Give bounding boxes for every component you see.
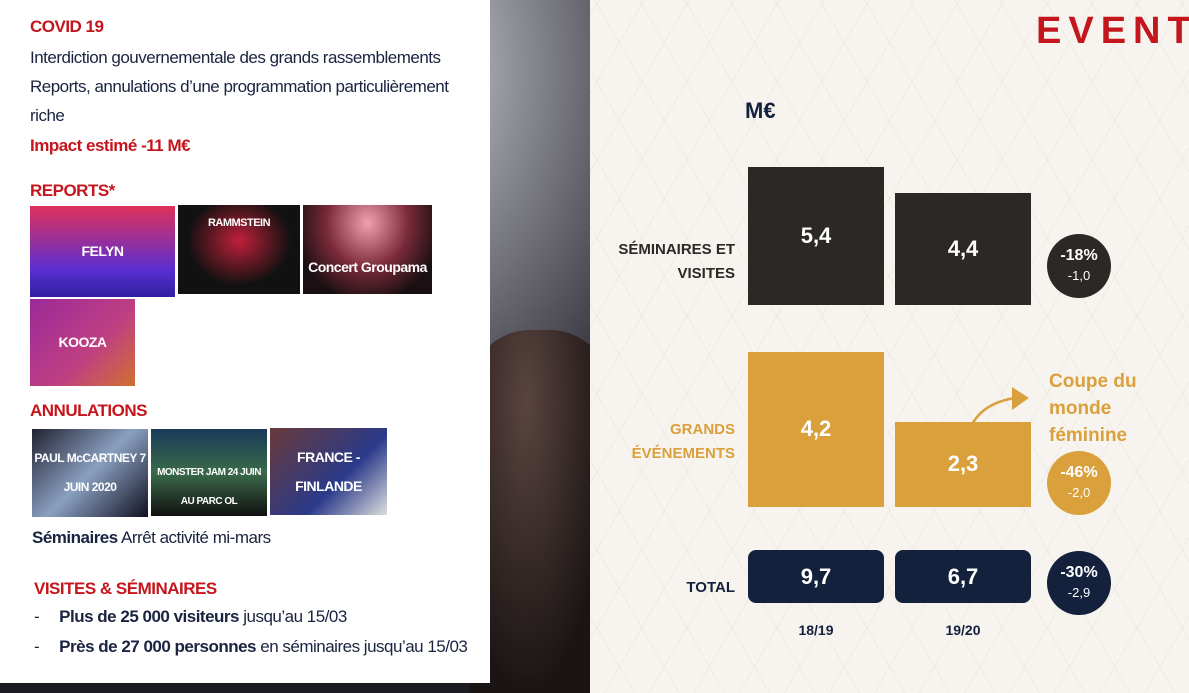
change-percent: -30% <box>1060 564 1098 581</box>
arrow-head <box>1012 387 1029 410</box>
bar-0-0: 5,4 <box>748 167 884 305</box>
page-title: EVENTS <box>1036 10 1189 52</box>
bullet-text: en séminaires jusqu’au 15/03 <box>260 637 468 656</box>
report-image-kooza: KOOZA <box>30 299 135 386</box>
change-percent: -18% <box>1060 247 1098 264</box>
change-badge: -30% -2,9 <box>1047 551 1111 615</box>
change-absolute: -1,0 <box>1067 268 1091 283</box>
bar-1-1: 2,3 <box>895 421 1031 507</box>
seminaires-note: Séminaires Arrêt activité mi-mars <box>32 523 271 552</box>
bar-2-1: 6,7 <box>895 550 1031 603</box>
bar-0-1: 4,4 <box>895 192 1031 305</box>
annotation-coupe-du-monde: Coupe du monde féminine <box>1049 371 1137 446</box>
cancelled-image-monster-jam: MONSTER JAM 24 JUIN AU PARC OL <box>151 429 267 516</box>
change-absolute: -2,9 <box>1067 585 1091 600</box>
bullet-item: - Plus de 25 000 visiteurs jusqu’au 15/03 <box>34 602 347 631</box>
info-panel: COVID 19 Interdiction gouvernementale de… <box>0 0 490 683</box>
seminaires-text: Arrêt activité mi-mars <box>121 528 271 547</box>
chart-unit: M€ <box>745 98 776 123</box>
change-absolute: -2,0 <box>1067 485 1091 500</box>
report-image-felyn: FELYN <box>30 206 175 297</box>
change-badge: -18% -1,0 <box>1047 234 1111 298</box>
covid-line: Interdiction gouvernementale des grands … <box>30 48 441 67</box>
bullet-text: jusqu’au 15/03 <box>243 607 347 626</box>
x-label-18-19: 18/19 <box>798 622 834 638</box>
bar-2-0: 9,7 <box>748 550 884 603</box>
row-label-seminaires: SÉMINAIRES ET VISITES <box>618 241 735 282</box>
cancelled-image-france-finlande: FRANCE - FINLANDE <box>270 428 387 515</box>
bullet-item: - Près de 27 000 personnes en séminaires … <box>34 632 468 661</box>
bullet-bold: Près de 27 000 personnes <box>59 637 257 656</box>
change-percent: -46% <box>1060 464 1098 481</box>
covid-title: COVID 19 <box>30 17 104 36</box>
visites-title: VISITES & SÉMINAIRES <box>34 579 217 598</box>
reports-title: REPORTS* <box>30 181 115 200</box>
report-image-rammstein: RAMMSTEIN <box>178 205 300 294</box>
bullet-bold: Plus de 25 000 visiteurs <box>59 607 240 626</box>
change-badge: -46% -2,0 <box>1047 451 1111 515</box>
bullet-marker: - <box>34 637 40 656</box>
bar-1-0: 4,2 <box>748 351 884 507</box>
annulations-title: ANNULATIONS <box>30 401 147 420</box>
bullet-marker: - <box>34 607 40 626</box>
x-label-19-20: 19/20 <box>945 622 981 638</box>
report-image-concert-groupama: Concert Groupama <box>303 205 432 294</box>
seminaires-label: Séminaires <box>32 528 118 547</box>
impact-text: Impact estimé -11 M€ <box>30 136 191 155</box>
row-label-grands-evenements: GRANDS ÉVÉNEMENTS <box>631 421 735 462</box>
cancelled-image-mccartney: PAUL McCARTNEY 7 JUIN 2020 <box>32 429 148 517</box>
arrow-line <box>964 396 1016 447</box>
covid-line: Reports, annulations d’une programmation… <box>30 77 449 125</box>
row-label-total: TOTAL <box>686 579 735 596</box>
